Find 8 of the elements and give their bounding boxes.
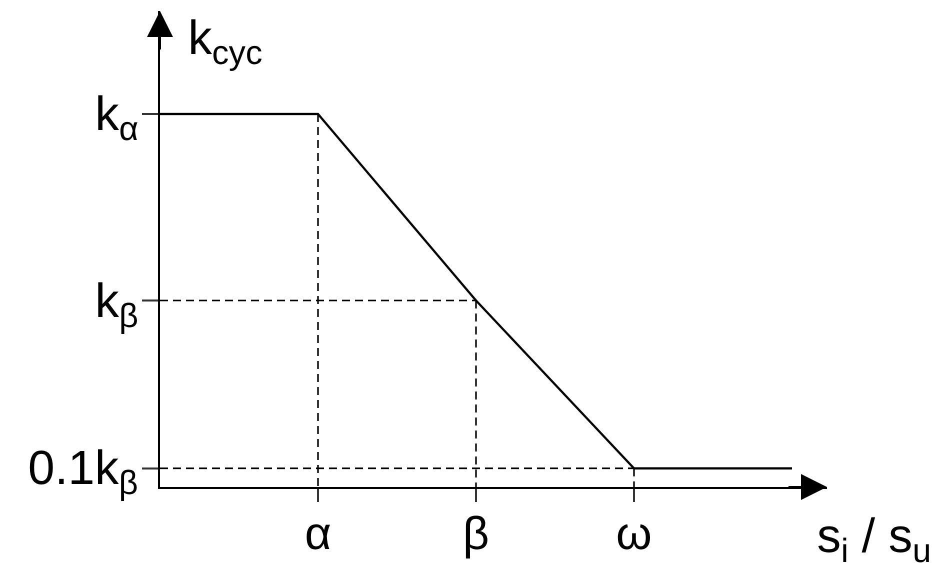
x-tick-label: β (462, 507, 490, 560)
x-tick-label: ω (616, 507, 652, 560)
text: k$_{β}$ (95, 275, 138, 336)
y-axis-title: k$_{cyc}$ (188, 12, 262, 72)
x-axis-title: s$_{i}$ / s$_{u}$ (817, 510, 932, 563)
text: 0.1k$_{β}$ (28, 442, 138, 502)
text: k$_{α}$ (95, 88, 138, 148)
x-tick-label: α (304, 507, 332, 560)
